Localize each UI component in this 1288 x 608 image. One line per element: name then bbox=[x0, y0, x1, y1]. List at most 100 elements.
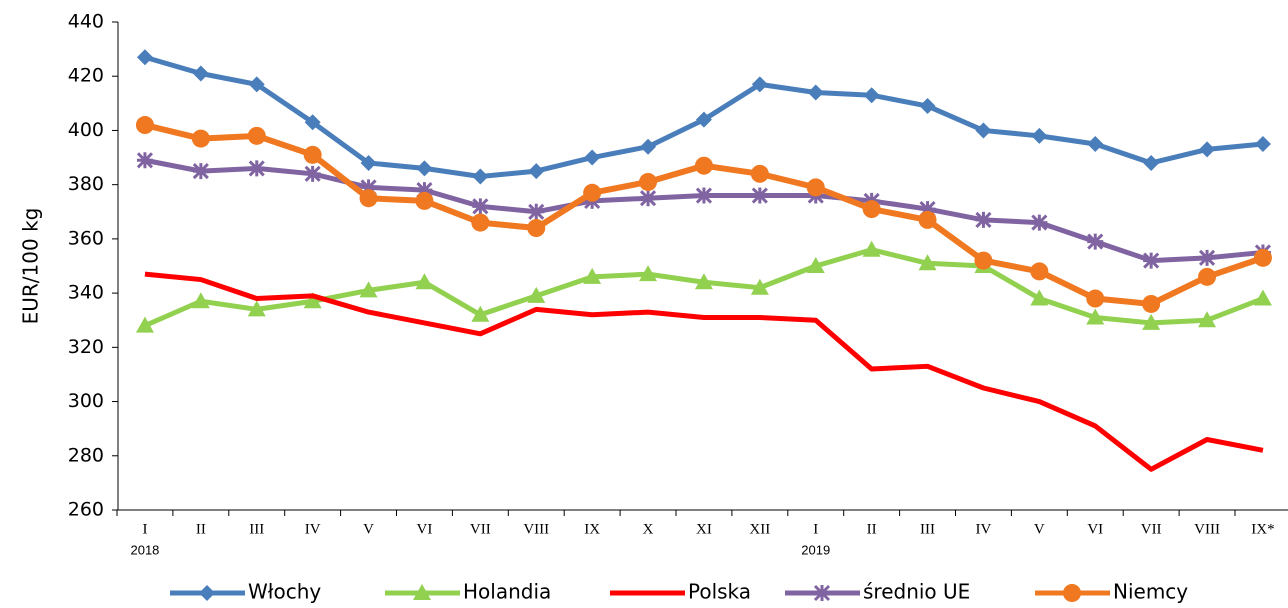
point-marker bbox=[1143, 252, 1160, 269]
point-marker bbox=[583, 267, 602, 284]
y-tick-label: 380 bbox=[68, 173, 104, 195]
y-tick-label: 400 bbox=[68, 119, 104, 141]
x-tick-label: III bbox=[920, 521, 935, 537]
x-tick-label: IV bbox=[976, 521, 992, 537]
x-tick-label: XII bbox=[749, 521, 770, 537]
point-marker bbox=[975, 122, 992, 139]
legend-marker bbox=[1063, 584, 1081, 602]
x-tick-label: VI bbox=[417, 521, 433, 537]
point-marker bbox=[248, 76, 265, 93]
x-tick-label: X bbox=[643, 521, 654, 537]
x-tick-label: II bbox=[867, 521, 877, 537]
legend-label: Niemcy bbox=[1113, 580, 1188, 604]
point-marker bbox=[472, 198, 489, 215]
point-marker bbox=[303, 145, 322, 164]
legend-marker bbox=[199, 585, 215, 601]
point-marker bbox=[1254, 136, 1271, 152]
y-tick-label: 420 bbox=[68, 65, 104, 87]
point-marker bbox=[863, 87, 880, 104]
point-marker bbox=[247, 300, 266, 317]
x-group-label: 2018 bbox=[130, 542, 159, 557]
point-marker bbox=[1087, 233, 1104, 250]
y-tick-label: 260 bbox=[68, 499, 104, 521]
x-tick-label: II bbox=[196, 521, 206, 537]
point-marker bbox=[640, 138, 657, 155]
x-tick-label: VII bbox=[1141, 521, 1162, 537]
y-tick-label: 440 bbox=[68, 11, 104, 33]
point-marker bbox=[248, 160, 265, 177]
y-tick-label: 300 bbox=[68, 390, 104, 412]
point-marker bbox=[583, 183, 602, 202]
point-marker bbox=[639, 172, 658, 191]
point-marker bbox=[1198, 249, 1216, 266]
point-marker bbox=[806, 178, 825, 197]
y-tick-label: 360 bbox=[68, 227, 104, 249]
legend-label: Holandia bbox=[463, 580, 551, 604]
legend-label: Polska bbox=[688, 580, 751, 604]
point-marker bbox=[192, 65, 209, 82]
y-tick-label: 320 bbox=[68, 336, 104, 358]
point-marker bbox=[1198, 267, 1217, 286]
point-marker bbox=[1031, 127, 1048, 144]
point-marker bbox=[639, 190, 657, 207]
x-tick-label: VI bbox=[1087, 521, 1103, 537]
point-marker bbox=[415, 273, 434, 290]
point-marker bbox=[528, 203, 545, 220]
point-marker bbox=[360, 179, 377, 196]
point-marker bbox=[1253, 289, 1272, 306]
point-marker bbox=[750, 278, 769, 295]
point-marker bbox=[1087, 136, 1104, 152]
legend-label: Włochy bbox=[248, 580, 321, 604]
point-marker bbox=[751, 187, 768, 204]
point-marker bbox=[862, 240, 881, 257]
point-marker bbox=[1142, 313, 1161, 330]
x-tick-label: VIII bbox=[523, 521, 549, 537]
x-tick-label: IX* bbox=[1251, 521, 1274, 537]
point-marker bbox=[695, 111, 712, 128]
point-marker bbox=[527, 286, 546, 303]
point-marker bbox=[247, 126, 266, 145]
point-marker bbox=[359, 281, 378, 298]
point-marker bbox=[918, 210, 937, 229]
point-marker bbox=[136, 152, 154, 169]
x-tick-label: IX bbox=[584, 521, 600, 537]
point-marker bbox=[1031, 214, 1048, 231]
legend-marker bbox=[813, 584, 831, 602]
point-marker bbox=[806, 257, 825, 273]
point-marker bbox=[919, 201, 936, 218]
x-tick-label: IV bbox=[305, 521, 321, 537]
x-tick-label: VII bbox=[470, 521, 491, 537]
point-marker bbox=[192, 163, 209, 180]
point-marker bbox=[136, 49, 153, 66]
point-marker bbox=[304, 165, 321, 182]
point-marker bbox=[1198, 311, 1217, 328]
point-marker bbox=[1086, 308, 1105, 325]
point-marker bbox=[918, 254, 937, 271]
point-marker bbox=[1253, 248, 1272, 267]
point-marker bbox=[862, 200, 881, 219]
point-marker bbox=[359, 189, 378, 208]
series-line bbox=[144, 271, 1264, 472]
point-marker bbox=[1143, 154, 1160, 171]
point-marker bbox=[415, 191, 434, 210]
point-marker bbox=[584, 149, 601, 166]
point-marker bbox=[471, 305, 490, 322]
point-marker bbox=[527, 219, 546, 238]
point-marker bbox=[416, 182, 433, 199]
point-marker bbox=[807, 84, 824, 101]
point-marker bbox=[471, 213, 490, 232]
point-marker bbox=[303, 292, 322, 309]
point-marker bbox=[472, 168, 489, 185]
point-marker bbox=[304, 114, 321, 131]
y-tick-label: 340 bbox=[68, 282, 104, 304]
point-marker bbox=[694, 273, 713, 290]
point-marker bbox=[1086, 289, 1105, 308]
point-marker bbox=[135, 316, 154, 333]
point-marker bbox=[750, 164, 769, 183]
point-marker bbox=[191, 129, 210, 148]
x-tick-label: VIII bbox=[1194, 521, 1220, 537]
x-tick-label: V bbox=[1034, 521, 1045, 537]
point-marker bbox=[974, 251, 993, 270]
point-marker bbox=[694, 156, 713, 175]
